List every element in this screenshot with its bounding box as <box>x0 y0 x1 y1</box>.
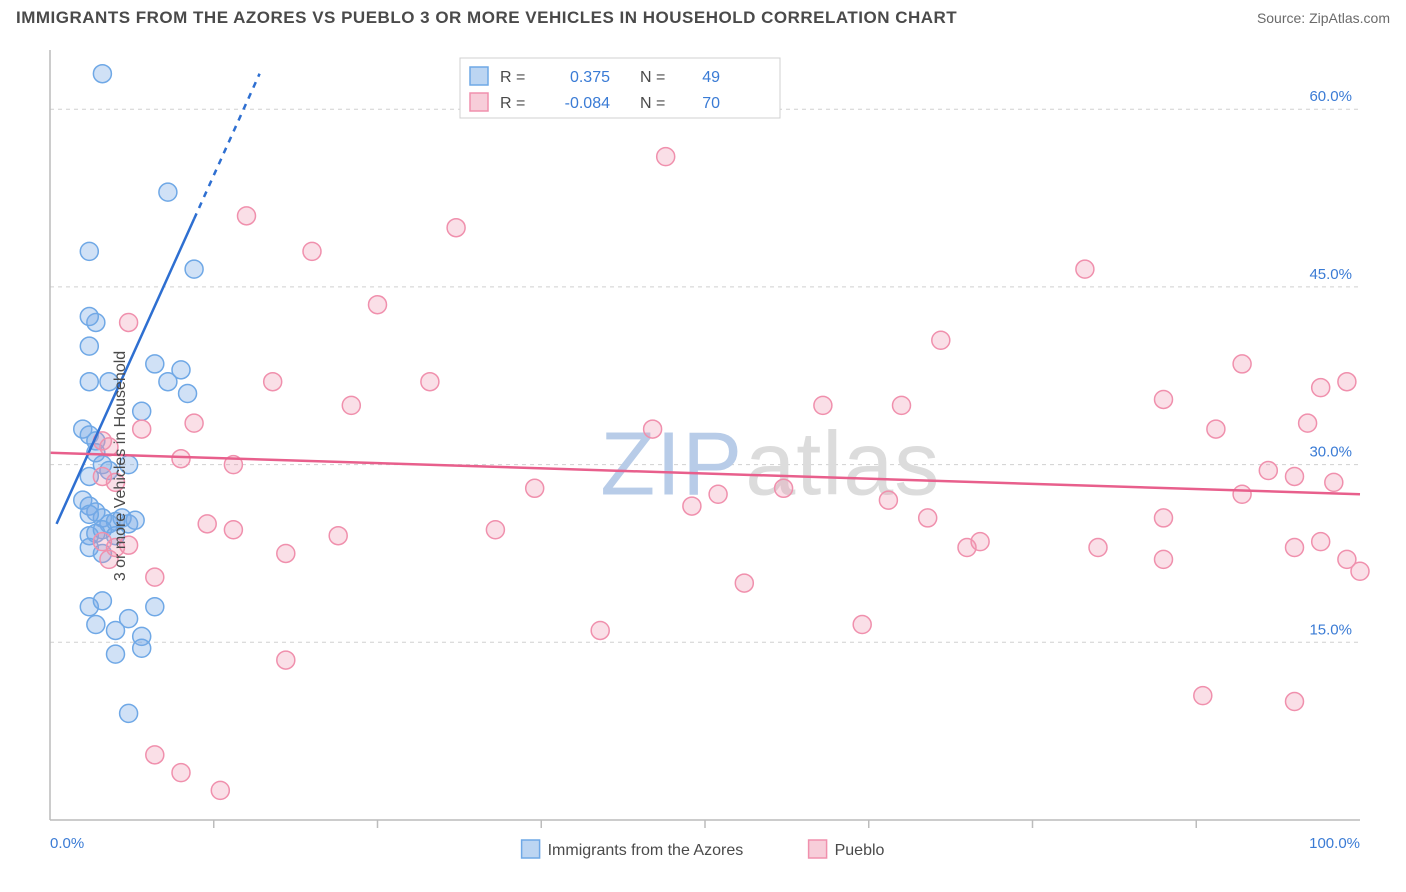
series <box>74 65 203 723</box>
scatter-chart: 15.0%30.0%45.0%60.0%ZIPatlas0.0%100.0%R … <box>0 40 1406 892</box>
svg-text:R =: R = <box>500 69 525 86</box>
source-link[interactable]: ZipAtlas.com <box>1309 10 1390 26</box>
svg-text:70: 70 <box>702 95 720 112</box>
legend-swatch <box>470 93 488 111</box>
source-attribution: Source: ZipAtlas.com <box>1257 10 1390 26</box>
series-legend: Immigrants from the Azores Pueblo <box>522 840 885 859</box>
source-label: Source: <box>1257 10 1305 26</box>
svg-text:atlas: atlas <box>745 415 940 515</box>
svg-text:N =: N = <box>640 69 665 86</box>
y-axis-label: 3 or more Vehicles in Household <box>112 351 130 581</box>
svg-text:N =: N = <box>640 95 665 112</box>
x-tick-label: 0.0% <box>50 835 84 852</box>
legend-swatch <box>470 67 488 85</box>
svg-text:0.375: 0.375 <box>570 69 610 86</box>
svg-text:-0.084: -0.084 <box>565 95 610 112</box>
y-tick-label: 30.0% <box>1309 444 1352 461</box>
svg-text:R =: R = <box>500 95 525 112</box>
legend-series-label: Immigrants from the Azores <box>548 842 744 859</box>
chart-title: IMMIGRANTS FROM THE AZORES VS PUEBLO 3 O… <box>16 8 957 28</box>
y-tick-label: 15.0% <box>1309 621 1352 638</box>
x-tick-label: 100.0% <box>1309 835 1360 852</box>
y-tick-label: 45.0% <box>1309 266 1352 283</box>
y-tick-label: 60.0% <box>1309 88 1352 105</box>
svg-text:49: 49 <box>702 69 720 86</box>
legend-series-label: Pueblo <box>835 842 885 859</box>
